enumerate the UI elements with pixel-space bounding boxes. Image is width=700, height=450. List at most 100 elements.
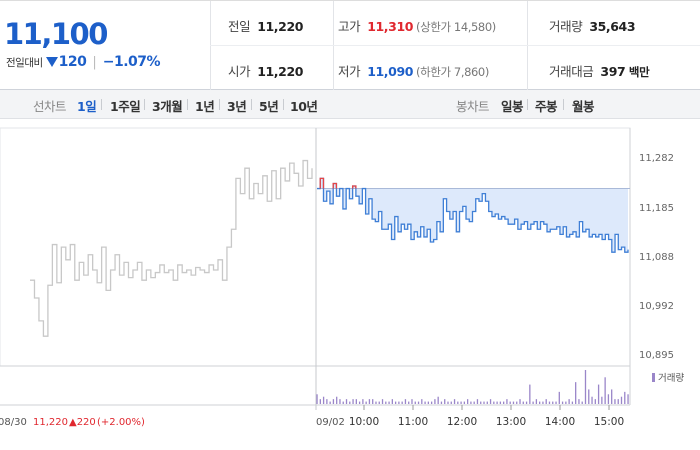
- divider: [187, 99, 188, 110]
- volume-bar: [434, 399, 436, 404]
- volume-bar: [545, 399, 547, 404]
- volume-bar: [365, 401, 367, 404]
- current-price: 11,100: [4, 17, 108, 51]
- volume-bar: [408, 401, 410, 404]
- open-stat: 시가 11,220: [228, 61, 303, 80]
- volume-bar: [552, 401, 554, 404]
- volume-bar: [594, 399, 596, 404]
- volume-bar: [466, 399, 469, 404]
- period-1y-tab[interactable]: 1년: [195, 99, 215, 114]
- y-tick-label: 10,895: [639, 350, 674, 361]
- prev-day-price-line: [30, 159, 313, 337]
- volume-bar: [460, 401, 462, 404]
- line-chart-label: 선차트: [33, 99, 67, 114]
- volume-bar: [332, 399, 335, 404]
- x-tick-label: 08/30: [0, 417, 27, 428]
- volume-bar: [516, 401, 518, 404]
- x-tick-label: 12:00: [447, 416, 477, 428]
- y-tick-label: 11,282: [639, 153, 674, 164]
- x-tick-marks: [363, 405, 610, 410]
- change-amount: 120: [58, 54, 87, 70]
- volume-legend-label: 거래량: [658, 372, 684, 384]
- volume-bar: [558, 391, 560, 404]
- volume-bar: [358, 401, 361, 404]
- volume-bar: [486, 401, 488, 404]
- volume-bar: [509, 401, 511, 404]
- prev-change-footer: ▲220: [69, 417, 96, 428]
- x-tick-label: 11:00: [398, 416, 428, 428]
- turnover-value: 397: [600, 64, 626, 79]
- high-stat: 고가 11,310 (상한가 14,580): [338, 16, 496, 35]
- divider: [144, 99, 145, 110]
- lower-limit-note: (하한가 7,860): [416, 65, 489, 79]
- period-3y-tab[interactable]: 3년: [227, 99, 247, 114]
- above-reference-segment: [332, 182, 338, 189]
- volume-bar: [381, 399, 384, 404]
- volume-bar: [529, 384, 531, 404]
- volume-bar: [493, 401, 495, 404]
- volume-bar: [394, 401, 397, 404]
- prev-close-label: 전일: [228, 19, 251, 34]
- volume-bar: [329, 401, 331, 404]
- period-1w-tab[interactable]: 1주일: [110, 99, 141, 114]
- volume-bar: [568, 399, 570, 404]
- volume-bar: [525, 401, 528, 404]
- upper-limit-note: (상한가 14,580): [416, 20, 496, 34]
- volume-bar: [611, 389, 613, 404]
- volume-bar: [489, 399, 492, 404]
- x-tick-label: 10:00: [349, 416, 379, 428]
- volume-bar: [578, 399, 580, 404]
- above-reference-segment: [351, 185, 357, 189]
- volume-bar: [342, 401, 344, 404]
- period-1d-tab[interactable]: 1일: [77, 99, 97, 114]
- low-stat: 저가 11,090 (하한가 7,860): [338, 61, 489, 80]
- volume-bar: [388, 401, 390, 404]
- volume-bar: [427, 401, 430, 404]
- volume-legend-swatch: [652, 373, 655, 382]
- volume-bar: [411, 399, 413, 404]
- down-triangle-icon: [45, 57, 58, 67]
- volume-bar: [391, 399, 393, 404]
- volume-bar: [378, 401, 380, 404]
- period-10y-tab[interactable]: 10년: [290, 99, 318, 114]
- volume-bar: [535, 399, 538, 404]
- price-chart[interactable]: 11,282 11,185 11,088 10,992 10,895 거래량 0…: [0, 120, 700, 450]
- volume-bar: [519, 399, 521, 404]
- candle-weekly-tab[interactable]: 주봉: [535, 99, 558, 114]
- volume-bar: [499, 401, 502, 404]
- prev-change-percent-footer: (+2.00%): [97, 417, 145, 428]
- volume-bar: [424, 401, 426, 404]
- volume-bar: [512, 401, 515, 404]
- volume-bar: [401, 401, 403, 404]
- high-value: 11,310: [367, 19, 414, 34]
- chart-toolbar: 선차트 1일 1주일 3개월 1년 3년 5년 10년 봉차트 일봉 주봉 월봉: [0, 90, 700, 119]
- period-3m-tab[interactable]: 3개월: [152, 99, 183, 114]
- volume-bar: [597, 384, 600, 404]
- volume-bar: [375, 401, 377, 404]
- volume-bar: [483, 401, 485, 404]
- prev-close-value: 11,220: [257, 19, 304, 34]
- y-tick-label: 10,992: [639, 301, 674, 312]
- volume-bar: [548, 401, 551, 404]
- x-tick-label: 15:00: [594, 416, 624, 428]
- volume-bar: [336, 396, 338, 404]
- change-percent: −1.07%: [102, 54, 161, 70]
- plot-frame: [0, 127, 631, 367]
- volume-bar: [627, 394, 629, 404]
- volume-bar: [355, 399, 357, 404]
- price-change-row: 전일대비 120 | −1.07%: [6, 54, 161, 70]
- volume-bar: [322, 396, 325, 404]
- period-5y-tab[interactable]: 5년: [259, 99, 279, 114]
- volume-bar: [532, 401, 534, 404]
- volume-bar: [561, 401, 564, 404]
- volume-bar: [372, 399, 374, 404]
- volume-bar: [591, 396, 593, 404]
- above-reference-segment: [319, 177, 325, 189]
- volume-bar: [440, 401, 443, 404]
- candle-monthly-tab[interactable]: 월봉: [572, 99, 595, 114]
- x-tick-label: 13:00: [496, 416, 526, 428]
- candle-daily-tab[interactable]: 일봉: [501, 99, 524, 114]
- volume-label: 거래량: [549, 19, 583, 34]
- volume-bar: [565, 401, 567, 404]
- turnover-stat: 거래대금 397 백만: [549, 61, 650, 80]
